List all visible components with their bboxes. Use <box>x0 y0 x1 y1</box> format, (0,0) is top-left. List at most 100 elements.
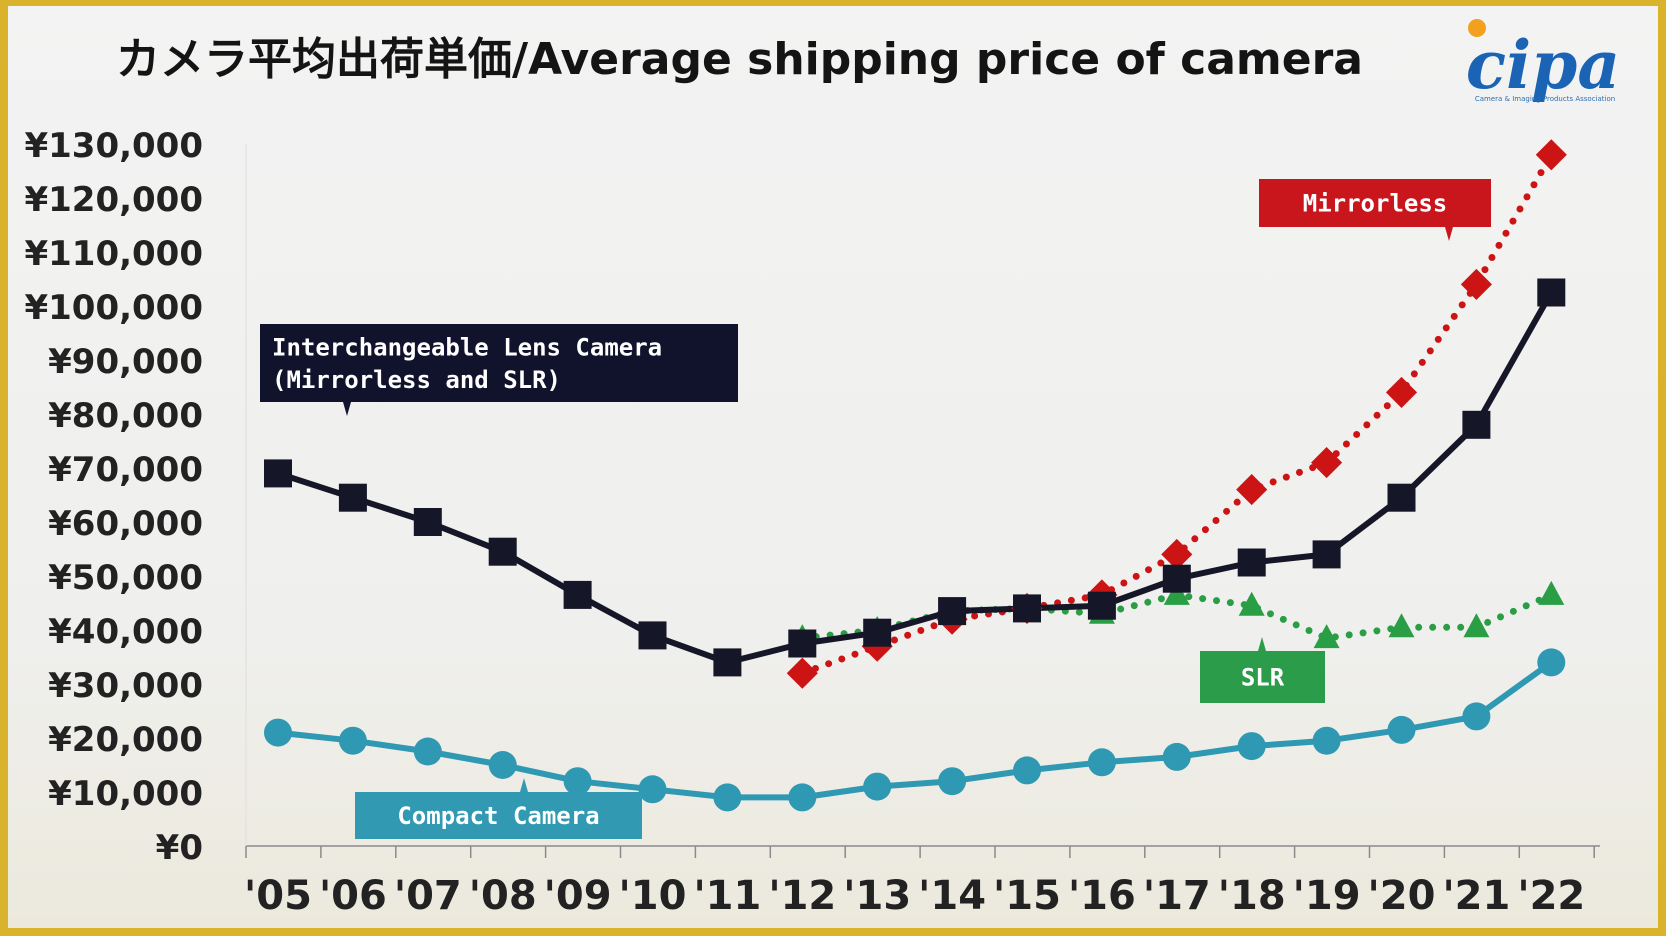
series-label: Interchangeable Lens Camera <box>272 333 662 361</box>
data-point-compact <box>1087 748 1116 777</box>
data-point-compact <box>563 767 592 796</box>
data-point-compact <box>1387 715 1416 744</box>
y-tick-label: ¥80,000 <box>48 396 203 436</box>
callout-box <box>1200 651 1325 703</box>
y-tick-label: ¥90,000 <box>48 342 203 382</box>
x-tick-label: '20 <box>1368 873 1436 919</box>
series-label: (Mirrorless and SLR) <box>272 366 561 394</box>
y-tick-label: ¥130,000 <box>24 126 203 166</box>
data-point-slr <box>1163 580 1190 605</box>
x-tick-label: '16 <box>1068 873 1136 919</box>
y-tick-label: ¥10,000 <box>48 774 203 814</box>
x-tick-label: '15 <box>993 873 1061 919</box>
data-point-ilc <box>1013 594 1041 623</box>
x-tick-label: '18 <box>1218 873 1286 919</box>
y-tick-label: ¥70,000 <box>48 450 203 490</box>
data-point-ilc <box>1387 483 1416 512</box>
data-point-compact <box>1312 726 1341 755</box>
y-tick-label: ¥0 <box>156 828 203 868</box>
data-point-ilc <box>563 580 592 609</box>
data-point-compact <box>1013 756 1041 785</box>
data-point-ilc <box>1537 278 1566 307</box>
data-point-ilc <box>1162 564 1191 593</box>
callout-pointer <box>1445 227 1453 241</box>
data-point-slr <box>1463 613 1490 638</box>
callout-mirrorless: Mirrorless <box>1259 179 1491 241</box>
data-point-compact <box>1237 732 1266 761</box>
data-point-ilc <box>413 508 442 536</box>
chart-title: カメラ平均出荷単価/Average shipping price of came… <box>116 34 1363 85</box>
series-label: Compact Camera <box>397 802 599 830</box>
logo-text: cipa <box>1466 26 1620 104</box>
data-point-mirrorless <box>1535 139 1567 171</box>
callout-pointer <box>343 402 351 416</box>
series-markers <box>264 139 1567 812</box>
callout-pointer <box>1258 637 1266 651</box>
x-tick-label: '07 <box>394 873 462 919</box>
callout-compact: Compact Camera <box>355 778 642 839</box>
chart: カメラ平均出荷単価/Average shipping price of came… <box>24 19 1620 919</box>
x-tick-label: '13 <box>843 873 911 919</box>
data-point-mirrorless <box>1311 447 1343 479</box>
x-tick-label: '19 <box>1293 873 1361 919</box>
data-point-compact <box>488 751 517 779</box>
callout-pointer <box>520 778 528 792</box>
data-point-ilc <box>1312 540 1341 569</box>
data-point-compact <box>938 767 967 796</box>
data-point-compact <box>1462 702 1491 731</box>
series-callouts: Interchangeable Lens Camera (Mirrorless a… <box>260 179 1491 839</box>
data-point-ilc <box>488 537 517 566</box>
callout-box <box>260 324 738 402</box>
data-point-ilc <box>1087 591 1116 620</box>
data-point-compact <box>338 726 367 755</box>
data-point-compact <box>638 775 667 804</box>
data-point-ilc <box>863 618 892 647</box>
data-point-ilc <box>638 621 667 650</box>
x-tick-label: '08 <box>469 873 537 919</box>
data-point-compact <box>1162 742 1191 771</box>
data-point-mirrorless <box>1460 268 1492 300</box>
y-tick-label: ¥110,000 <box>24 234 203 274</box>
axes: ¥0 ¥10,000 ¥20,000 ¥30,000 ¥40,000 ¥50,000 ¥60… <box>24 126 1600 919</box>
series-lines <box>275 151 1555 801</box>
x-tick-label: '09 <box>544 873 612 919</box>
data-point-slr <box>1388 613 1415 638</box>
y-tick-label: ¥50,000 <box>48 558 203 598</box>
y-tick-label: ¥60,000 <box>48 504 203 544</box>
y-tick-label: ¥100,000 <box>24 288 203 328</box>
x-tick-label: '12 <box>768 873 836 919</box>
data-point-ilc <box>1237 548 1266 577</box>
y-tick-label: ¥40,000 <box>48 612 203 652</box>
data-point-ilc <box>788 629 817 658</box>
slide: カメラ平均出荷単価/Average shipping price of came… <box>8 6 1658 928</box>
y-tick-label: ¥30,000 <box>48 666 203 706</box>
data-point-ilc <box>938 597 967 626</box>
data-point-compact <box>264 718 292 747</box>
data-point-slr <box>1313 624 1340 649</box>
data-point-compact <box>863 772 892 801</box>
data-point-ilc <box>713 648 742 677</box>
series-line-compact <box>275 659 1555 801</box>
data-point-compact <box>413 737 442 766</box>
data-point-compact <box>713 783 742 812</box>
data-point-mirrorless <box>1385 376 1418 408</box>
series-label: SLR <box>1241 664 1285 692</box>
y-tick-label: ¥120,000 <box>24 180 203 220</box>
series-label: Mirrorless <box>1303 190 1448 218</box>
x-tick-label: '21 <box>1442 873 1510 919</box>
data-point-mirrorless <box>1236 474 1268 506</box>
cipa-logo: cipa Camera & Imaging Products Associati… <box>1466 19 1620 104</box>
logo-dot <box>1468 19 1486 37</box>
data-point-compact <box>1537 648 1566 677</box>
x-tick-label: '14 <box>918 873 986 919</box>
data-point-ilc <box>1462 410 1491 439</box>
callout-slr: SLR <box>1200 637 1325 703</box>
data-point-slr <box>1238 591 1265 616</box>
x-tick-label: '06 <box>319 873 387 919</box>
x-tick-label: '22 <box>1517 873 1585 919</box>
x-tick-label: '11 <box>693 873 761 919</box>
x-tick-label: '17 <box>1143 873 1211 919</box>
callout-box <box>1259 179 1491 227</box>
data-point-compact <box>788 783 817 812</box>
data-point-mirrorless <box>786 657 818 689</box>
